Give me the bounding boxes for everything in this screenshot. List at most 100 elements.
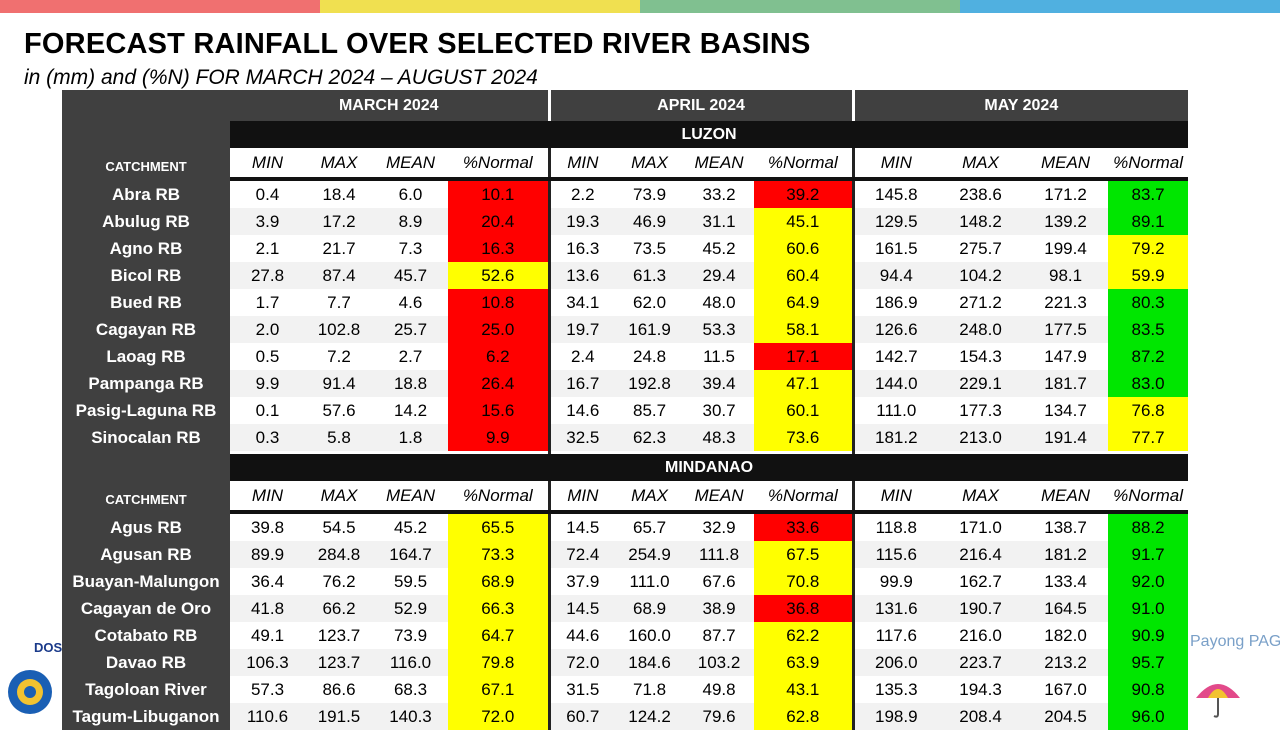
- max-value: 111.0: [615, 568, 685, 595]
- max-value: 275.7: [938, 235, 1024, 262]
- min-value: 129.5: [853, 208, 939, 235]
- column-header: MAX: [305, 148, 373, 177]
- column-header: MAX: [615, 148, 685, 177]
- min-value: 206.0: [853, 649, 939, 676]
- percent-normal-value: 62.2: [754, 622, 855, 649]
- max-value: 86.6: [305, 676, 373, 703]
- mean-value: 164.5: [1023, 595, 1109, 622]
- percent-normal-value: 79.2: [1108, 235, 1189, 262]
- percent-normal-value: 16.3: [448, 235, 551, 262]
- min-value: 57.3: [230, 676, 305, 703]
- column-header: MIN: [853, 148, 939, 177]
- column-header-row: CATCHMENT MIN MAX MEAN %Normal MIN MAX MEAN %Nor…: [62, 481, 1189, 510]
- max-value: 76.2: [305, 568, 373, 595]
- min-value: 135.3: [853, 676, 939, 703]
- min-value: 0.3: [230, 424, 305, 453]
- column-header: MEAN: [684, 481, 755, 510]
- percent-normal-value: 70.8: [754, 568, 855, 595]
- top-bar-green: [640, 0, 960, 13]
- column-header: MIN: [549, 481, 616, 510]
- min-value: 181.2: [853, 424, 939, 453]
- header-separator: [62, 510, 1189, 514]
- min-value: 44.6: [549, 622, 616, 649]
- mean-value: 53.3: [684, 316, 755, 343]
- min-value: 14.5: [549, 514, 616, 541]
- mean-value: 87.7: [684, 622, 755, 649]
- percent-normal-value: 73.6: [754, 424, 855, 453]
- river-basin-name: Bued RB: [62, 289, 230, 316]
- mean-value: 31.1: [684, 208, 755, 235]
- region-row: LUZON: [62, 121, 1189, 148]
- min-value: 9.9: [230, 370, 305, 397]
- percent-normal-value: 64.9: [754, 289, 855, 316]
- table-row: Davao RB 106.3 123.7 116.0 79.8 72.0 184.6 103.…: [62, 649, 1189, 676]
- mean-value: 67.6: [684, 568, 755, 595]
- max-value: 162.7: [938, 568, 1024, 595]
- percent-normal-value: 62.8: [754, 703, 855, 730]
- min-value: 198.9: [853, 703, 939, 730]
- percent-normal-value: 25.0: [448, 316, 551, 343]
- max-value: 46.9: [615, 208, 685, 235]
- column-header: MIN: [549, 148, 616, 177]
- percent-normal-value: 60.6: [754, 235, 855, 262]
- min-value: 115.6: [853, 541, 939, 568]
- max-value: 21.7: [305, 235, 373, 262]
- percent-normal-value: 83.7: [1108, 181, 1189, 208]
- min-value: 41.8: [230, 595, 305, 622]
- mean-value: 204.5: [1023, 703, 1109, 730]
- river-basin-name: Cotabato RB: [62, 622, 230, 649]
- column-header: MIN: [230, 481, 305, 510]
- column-header: %Normal: [448, 481, 551, 510]
- mean-value: 73.9: [373, 622, 448, 649]
- column-header: MEAN: [1023, 148, 1109, 177]
- percent-normal-value: 58.1: [754, 316, 855, 343]
- dost-logo: DOS: [8, 640, 62, 714]
- min-value: 14.5: [549, 595, 616, 622]
- min-value: 142.7: [853, 343, 939, 370]
- region-row: MINDANAO: [62, 451, 1189, 481]
- percent-normal-value: 73.3: [448, 541, 551, 568]
- mean-value: 39.4: [684, 370, 755, 397]
- max-value: 171.0: [938, 514, 1024, 541]
- max-value: 66.2: [305, 595, 373, 622]
- table-row: Sinocalan RB 0.3 5.8 1.8 9.9 32.5 62.3 48.3 73.6…: [62, 424, 1189, 453]
- mean-value: 139.2: [1023, 208, 1109, 235]
- table-row: Cagayan de Oro 41.8 66.2 52.9 66.3 14.5 68.9 38…: [62, 595, 1189, 622]
- column-header: MAX: [305, 481, 373, 510]
- min-value: 145.8: [853, 181, 939, 208]
- min-value: 0.5: [230, 343, 305, 370]
- min-value: 16.7: [549, 370, 616, 397]
- max-value: 65.7: [615, 514, 685, 541]
- min-value: 19.3: [549, 208, 616, 235]
- max-value: 18.4: [305, 181, 373, 208]
- mean-value: 68.3: [373, 676, 448, 703]
- river-basin-name: Davao RB: [62, 649, 230, 676]
- percent-normal-value: 92.0: [1108, 568, 1189, 595]
- percent-normal-value: 90.8: [1108, 676, 1189, 703]
- mean-value: 29.4: [684, 262, 755, 289]
- separator-side: [62, 510, 230, 514]
- percent-normal-value: 47.1: [754, 370, 855, 397]
- page-title: FORECAST RAINFALL OVER SELECTED RIVER BA…: [24, 28, 811, 60]
- mean-value: 133.4: [1023, 568, 1109, 595]
- percent-normal-value: 83.0: [1108, 370, 1189, 397]
- percent-normal-value: 43.1: [754, 676, 855, 703]
- max-value: 61.3: [615, 262, 685, 289]
- percent-normal-value: 36.8: [754, 595, 855, 622]
- mean-value: 2.7: [373, 343, 448, 370]
- river-basin-name: Tagoloan River: [62, 676, 230, 703]
- mean-value: 103.2: [684, 649, 755, 676]
- table-row: Buayan-Malungon 36.4 76.2 59.5 68.9 37.9 111.0…: [62, 568, 1189, 595]
- min-value: 126.6: [853, 316, 939, 343]
- column-header: %Normal: [1108, 148, 1189, 177]
- max-value: 102.8: [305, 316, 373, 343]
- max-value: 271.2: [938, 289, 1024, 316]
- percent-normal-value: 60.1: [754, 397, 855, 424]
- column-header: MEAN: [373, 148, 448, 177]
- max-value: 124.2: [615, 703, 685, 730]
- mean-value: 32.9: [684, 514, 755, 541]
- mean-value: 4.6: [373, 289, 448, 316]
- table-row: Bicol RB 27.8 87.4 45.7 52.6 13.6 61.3 29.4 60.4…: [62, 262, 1189, 289]
- percent-normal-value: 91.7: [1108, 541, 1189, 568]
- river-basin-name: Cagayan de Oro: [62, 595, 230, 622]
